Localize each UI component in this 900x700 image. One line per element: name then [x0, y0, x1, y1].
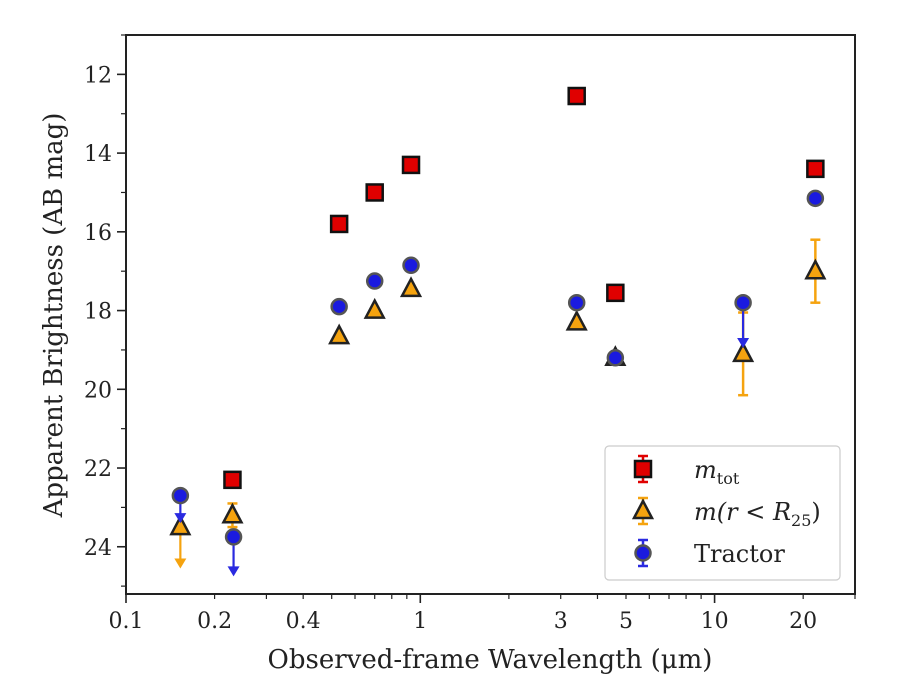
y-tick-label: 16: [84, 221, 112, 246]
upper-limit-arrowhead: [227, 566, 240, 577]
legend-entry: Tractor: [634, 538, 785, 568]
legend-label-tail: ): [811, 498, 820, 526]
x-tick-label: 20: [789, 609, 817, 634]
x-tick-label: 5: [619, 609, 633, 634]
data-point-square: [606, 283, 625, 303]
data-point-circle: [567, 293, 586, 312]
series-triangle: [169, 238, 827, 569]
upper-limit-arrowhead: [737, 337, 750, 348]
legend-label-sub: tot: [717, 469, 740, 488]
data-point-square: [365, 183, 384, 202]
x-tick-label: 0.2: [197, 609, 232, 634]
data-marks: [169, 86, 827, 577]
legend-entry: mtot: [633, 454, 740, 488]
legend-label: Tractor: [694, 540, 785, 568]
data-point-triangle: [363, 297, 386, 319]
y-tick-label: 24: [84, 536, 112, 561]
data-point-circle: [402, 256, 420, 275]
y-tick-label: 22: [84, 457, 112, 482]
legend: mtot m(r < R25) Tractor: [604, 445, 841, 581]
data-point-triangle: [169, 514, 192, 536]
y-axis-label: Apparent Brightness (AB mag): [39, 113, 69, 519]
x-tick-label: 0.4: [286, 609, 321, 634]
y-axis-ticks: 12 14 16 18 20 22 24: [84, 34, 126, 587]
data-point-circle: [171, 486, 190, 505]
data-point-square: [223, 470, 242, 490]
y-tick-label: 18: [84, 300, 112, 325]
data-point-square: [806, 159, 825, 179]
data-point-triangle: [804, 258, 827, 280]
data-point-triangle: [328, 323, 351, 345]
legend-label-main: Tractor: [694, 540, 785, 568]
legend-label-main: m(r < R: [694, 498, 791, 526]
legend-marker-circle: [634, 544, 652, 562]
data-point-circle: [734, 293, 752, 312]
x-tick-label: 1: [413, 609, 427, 634]
legend-box: [604, 445, 841, 581]
legend-label-main: m: [694, 456, 717, 484]
data-point-triangle: [399, 276, 423, 298]
upper-limit-arrowhead: [174, 558, 187, 569]
data-point-triangle: [565, 309, 588, 331]
x-axis-ticks: 0.1 0.2 0.4 1 3 5 10 20: [109, 594, 856, 634]
data-point-square: [329, 214, 349, 234]
data-point-circle: [365, 272, 384, 290]
x-tick-label: 10: [701, 609, 729, 634]
data-point-triangle: [732, 341, 755, 363]
data-point-square: [567, 86, 586, 106]
data-point-triangle: [221, 502, 244, 524]
data-point-circle: [224, 528, 243, 546]
legend-marker-triangle: [631, 498, 655, 520]
legend-label-sub: 25: [791, 511, 811, 530]
x-axis-label: Observed-frame Wavelength (μm): [268, 645, 713, 675]
y-tick-label: 12: [84, 63, 112, 88]
data-point-circle: [330, 297, 348, 316]
legend-label: m(r < R25): [694, 498, 821, 530]
y-tick-label: 20: [84, 378, 112, 403]
upper-limit-arrowhead: [174, 513, 187, 524]
data-point-square: [401, 155, 421, 175]
data-point-circle: [806, 189, 825, 208]
data-point-circle: [606, 349, 625, 367]
x-tick-label: 3: [554, 609, 568, 634]
series-circle: [171, 189, 825, 577]
y-tick-label: 14: [84, 142, 112, 167]
legend-label: mtot: [694, 456, 740, 488]
legend-marker-square: [633, 459, 653, 479]
series-square: [223, 86, 825, 490]
legend-entry: m(r < R25): [631, 496, 821, 530]
x-tick-label: 0.1: [109, 609, 144, 634]
